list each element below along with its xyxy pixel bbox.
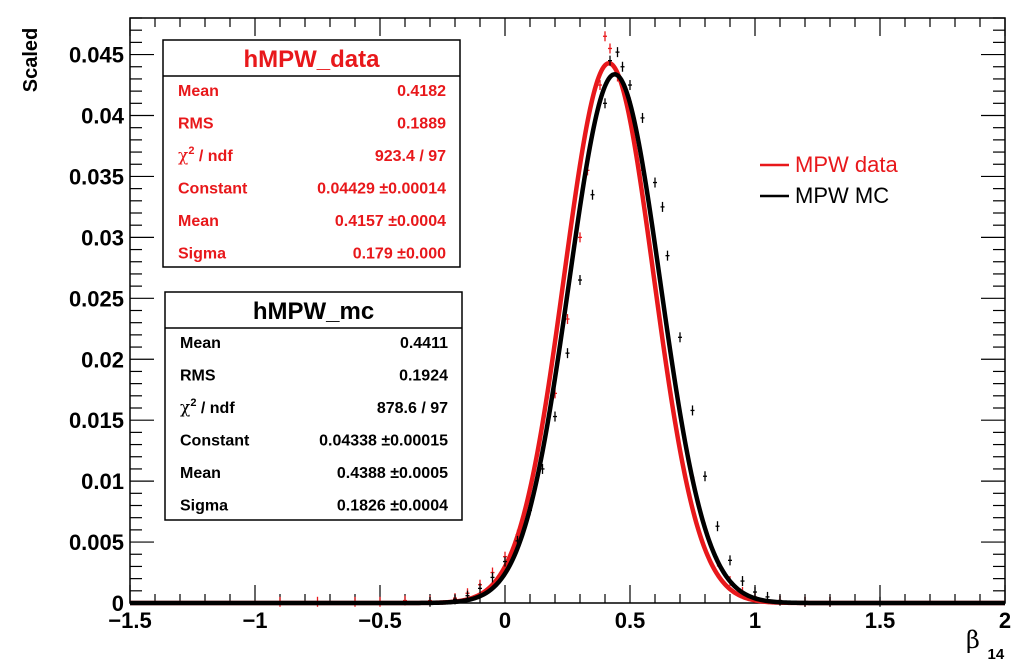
stat-row-value: 923.4 / 97 — [375, 148, 446, 165]
y-axis: 0 0.005 0.01 0.015 0.02 0.025 0.03 0.035 0.04 0.0… — [69, 17, 1005, 616]
stat-row-label: Constant — [180, 433, 250, 450]
stat-row-value: 0.4411 — [400, 335, 448, 352]
stat-row-value: 0.1889 — [397, 116, 446, 133]
legend: MPW data MPW MC — [760, 152, 898, 208]
x-axis-title-symbol: β — [966, 626, 980, 654]
y-axis-title: Scaled — [20, 28, 42, 92]
stat-row-label: Mean — [178, 83, 219, 100]
stat-row-label: Mean — [178, 213, 219, 230]
y-tick-label: 0.04 — [81, 104, 125, 129]
stat-row-value: 0.1924 — [399, 368, 448, 385]
stat-row-label: Mean — [180, 465, 221, 482]
x-axis-title-subscript: 14 — [988, 646, 1005, 663]
stat-row-label: RMS — [180, 368, 216, 385]
x-axis-title: β 14 — [966, 626, 1005, 663]
stat-row-label: Sigma — [180, 498, 228, 515]
x-tick-label: −1 — [242, 608, 267, 633]
fit-curve — [130, 72, 1005, 606]
legend-label: MPW data — [795, 152, 898, 177]
stat-row-label: χ2 / ndf — [180, 397, 235, 418]
stat-row-value: 0.4182 — [397, 83, 446, 100]
stat-row-value: 878.6 / 97 — [377, 400, 448, 417]
stat-box-title: hMPW_data — [243, 46, 380, 73]
stat-boxes: hMPW_data Mean 0.4182 RMS 0.1889 χ2 / ndf 923.… — [162, 39, 463, 521]
x-tick-label: 0 — [499, 608, 511, 633]
legend-label: MPW MC — [795, 183, 889, 208]
y-tick-label: 0.015 — [69, 408, 124, 433]
y-tick-label: 0.025 — [69, 286, 124, 311]
stat-box-title: hMPW_mc — [253, 298, 374, 325]
y-tick-label: 0.005 — [69, 530, 124, 555]
x-axis: −1.5 −1 −0.5 0 0.5 1 1.5 2 — [108, 18, 1011, 633]
x-tick-label: 0.5 — [615, 608, 646, 633]
stat-row-label: χ2 / ndf — [178, 145, 233, 166]
x-tick-label: 2 — [999, 608, 1011, 633]
stat-box-border — [162, 39, 461, 268]
y-tick-label: 0.01 — [81, 469, 124, 494]
stat-box-0: hMPW_data Mean 0.4182 RMS 0.1889 χ2 / ndf 923.… — [162, 39, 461, 268]
y-tick-label: 0.035 — [69, 164, 124, 189]
stat-box-1: hMPW_mc Mean 0.4411 RMS 0.1924 χ2 / ndf 878.6 … — [164, 291, 463, 521]
y-tick-label: 0.02 — [81, 347, 124, 372]
y-tick-label: 0.03 — [81, 225, 124, 250]
stat-box-border — [164, 291, 463, 521]
series-1 — [130, 47, 1005, 607]
x-tick-label: 1.5 — [865, 608, 896, 633]
stat-row-label: Mean — [180, 335, 221, 352]
y-tick-label: 0.045 — [69, 43, 124, 68]
stat-row-value: 0.1826 ±0.0004 — [337, 498, 448, 515]
y-tick-label: 0 — [112, 591, 124, 616]
stat-row-label: Constant — [178, 181, 248, 198]
stat-row-value: 0.179 ±0.000 — [353, 246, 446, 263]
series-area — [130, 31, 1005, 607]
x-tick-label: −0.5 — [358, 608, 401, 633]
stat-row-value: 0.04429 ±0.00014 — [317, 181, 446, 198]
x-tick-label: −1.5 — [108, 608, 151, 633]
x-tick-label: 1 — [749, 608, 761, 633]
stat-row-label: RMS — [178, 116, 214, 133]
stat-row-value: 0.4157 ±0.0004 — [335, 213, 446, 230]
stat-row-label: Sigma — [178, 246, 226, 263]
stat-row-value: 0.4388 ±0.0005 — [337, 465, 448, 482]
stat-row-value: 0.04338 ±0.00015 — [319, 433, 448, 450]
